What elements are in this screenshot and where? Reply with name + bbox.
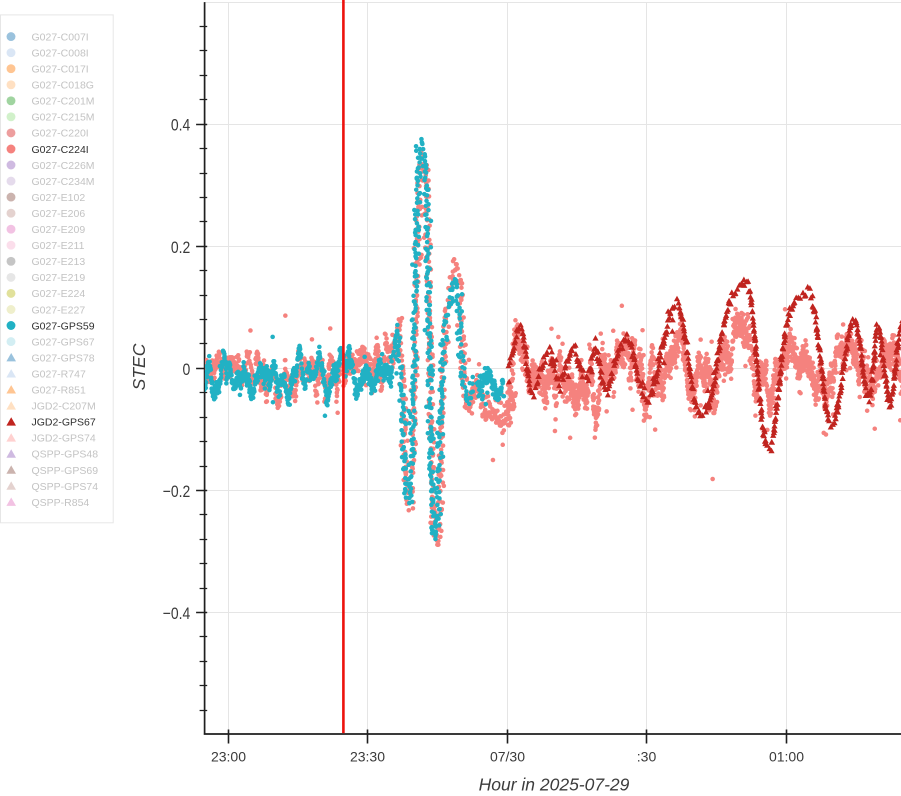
svg-text:G027-E102: G027-E102 (32, 192, 86, 204)
svg-text:G027-C220I: G027-C220I (32, 128, 89, 140)
svg-text:01:00: 01:00 (769, 748, 804, 764)
svg-text:G027-C224I: G027-C224I (32, 144, 89, 156)
svg-text:G027-C007I: G027-C007I (32, 31, 89, 43)
svg-text:07/30: 07/30 (490, 748, 525, 764)
svg-text:G027-GPS67: G027-GPS67 (32, 336, 95, 348)
svg-text:G027-C008I: G027-C008I (32, 48, 89, 60)
svg-text:0.4: 0.4 (171, 116, 190, 135)
svg-text:QSPP-GPS74: QSPP-GPS74 (32, 481, 99, 493)
svg-text:JGD2-GPS74: JGD2-GPS74 (32, 433, 96, 445)
svg-text:STEC: STEC (129, 343, 149, 390)
svg-text::30: :30 (637, 748, 657, 764)
svg-text:G027-C226M: G027-C226M (32, 160, 95, 172)
svg-text:QSPP-GPS48: QSPP-GPS48 (32, 449, 99, 461)
svg-text:G027-E213: G027-E213 (32, 256, 86, 268)
svg-text:G027-E206: G027-E206 (32, 208, 86, 220)
svg-text:G027-E219: G027-E219 (32, 272, 86, 284)
svg-text:JGD2-GPS67: JGD2-GPS67 (32, 417, 96, 429)
svg-text:Hour in 2025-07-29: Hour in 2025-07-29 (479, 775, 630, 795)
svg-text:0: 0 (183, 360, 191, 379)
svg-text:G027-E224: G027-E224 (32, 288, 86, 300)
svg-text:G027-C215M: G027-C215M (32, 112, 95, 124)
svg-text:23:00: 23:00 (211, 748, 246, 764)
svg-text:G027-R747: G027-R747 (32, 369, 86, 381)
svg-text:G027-GPS59: G027-GPS59 (32, 320, 95, 332)
svg-text:G027-R851: G027-R851 (32, 385, 86, 397)
svg-text:QSPP-R854: QSPP-R854 (32, 497, 90, 509)
svg-text:G027-C017I: G027-C017I (32, 64, 89, 76)
svg-text:JGD2-C207M: JGD2-C207M (32, 401, 96, 413)
svg-text:QSPP-GPS69: QSPP-GPS69 (32, 465, 99, 477)
svg-text:G027-C201M: G027-C201M (32, 96, 95, 108)
svg-text:G027-E209: G027-E209 (32, 224, 86, 236)
svg-text:0.2: 0.2 (171, 238, 190, 257)
svg-text:−0.2: −0.2 (163, 482, 191, 501)
svg-text:G027-C018G: G027-C018G (32, 80, 94, 92)
svg-text:G027-E227: G027-E227 (32, 304, 86, 316)
svg-text:G027-C234M: G027-C234M (32, 176, 95, 188)
svg-text:−0.4: −0.4 (163, 604, 191, 623)
svg-text:23:30: 23:30 (350, 748, 385, 764)
svg-text:G027-E211: G027-E211 (32, 240, 85, 252)
svg-text:G027-GPS78: G027-GPS78 (32, 352, 95, 364)
